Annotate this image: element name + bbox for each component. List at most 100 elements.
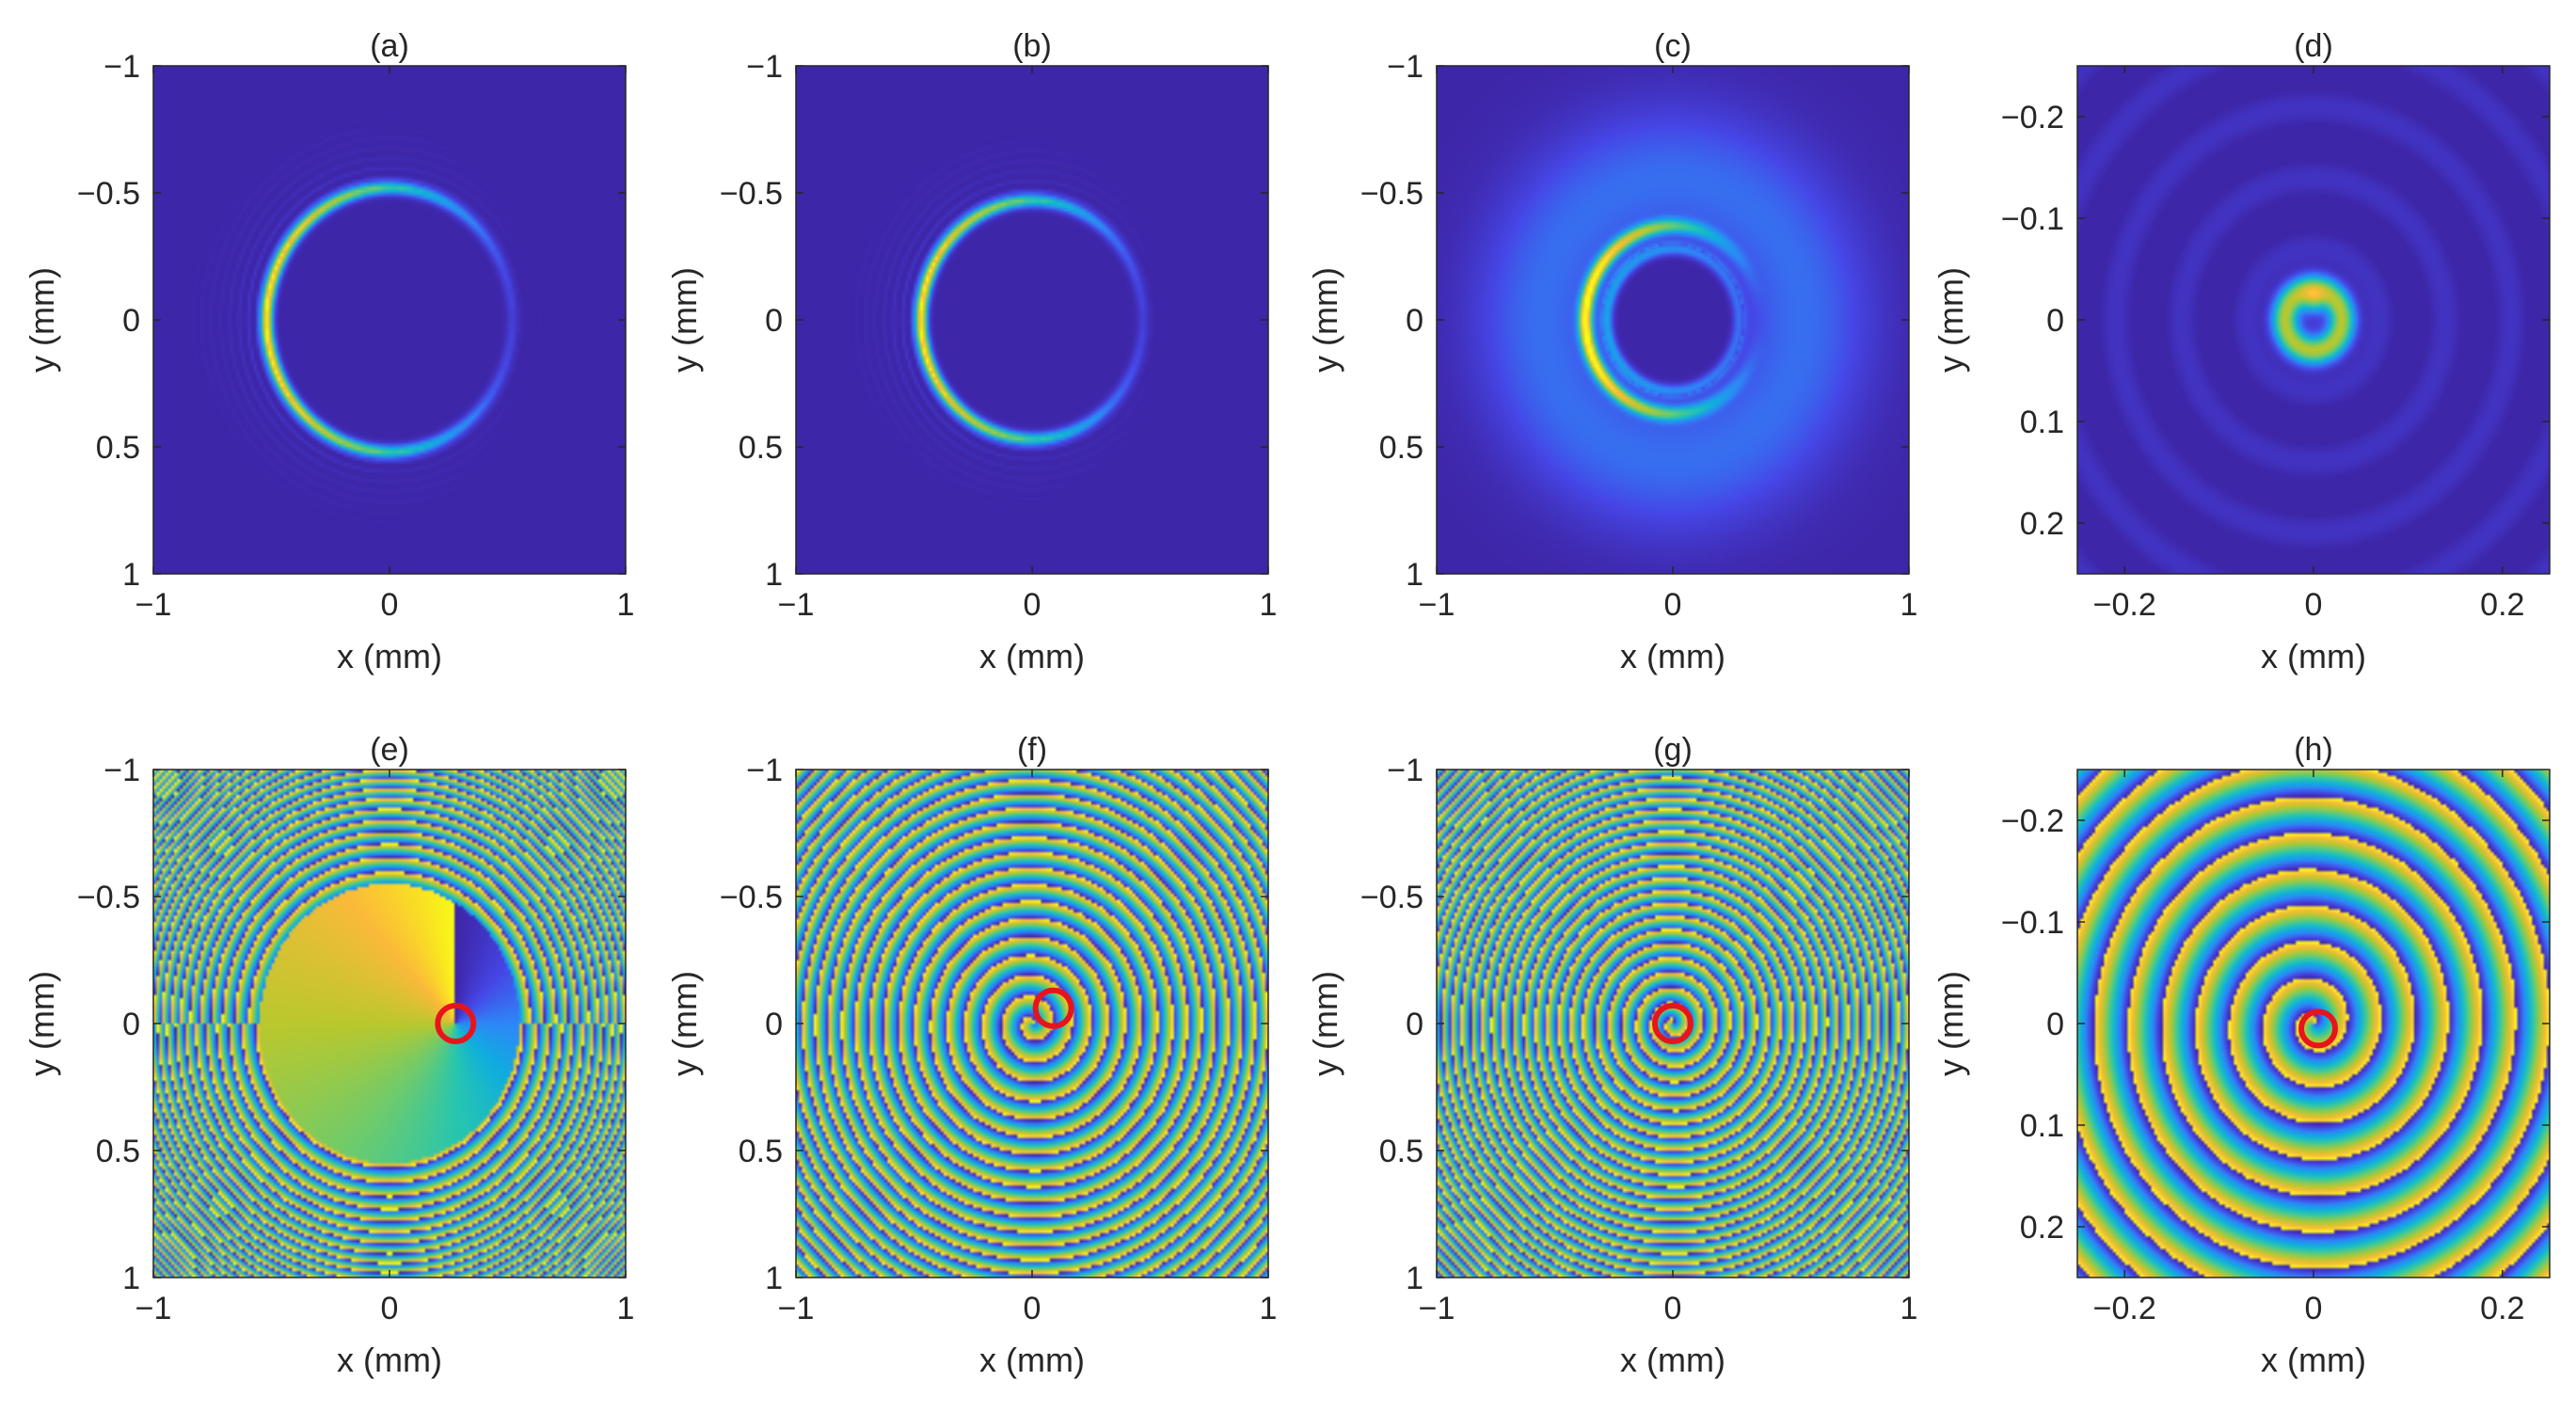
heatmap-image — [796, 770, 1268, 1278]
y-tick-label: 0 — [765, 303, 783, 339]
panel-title: (a) — [370, 28, 409, 64]
x-tick-label: −1 — [1419, 587, 1455, 623]
x-tick-label: −0.2 — [2093, 587, 2156, 623]
y-tick-label: 0.5 — [96, 1134, 140, 1169]
panel-title: (e) — [370, 732, 409, 768]
panel-title: (d) — [2294, 28, 2333, 64]
panel-title: (f) — [1017, 732, 1047, 768]
y-tick-label: −1 — [1387, 753, 1423, 788]
x-tick-label: 1 — [617, 587, 635, 623]
x-tick-label: 0 — [1664, 587, 1682, 623]
y-tick-label: 1 — [122, 1261, 140, 1296]
x-tick-label: −1 — [135, 1291, 172, 1326]
x-tick-label: 1 — [1260, 1291, 1278, 1326]
x-tick-label: 1 — [1260, 587, 1278, 623]
vortex-marker — [2298, 1008, 2339, 1049]
y-tick-label: −1 — [746, 753, 783, 788]
panel-h: −0.2 0 0.2 −0.2 −0.1 0 0.1 0.2 (h) x (mm) y (mm) — [1932, 732, 2551, 1379]
y-axis-label: y (mm) — [1932, 971, 1970, 1076]
x-tick-label: −1 — [778, 1291, 815, 1326]
x-tick-label: 0 — [381, 587, 399, 623]
panel-title: (h) — [2294, 732, 2333, 768]
heatmap-image — [1437, 66, 1909, 574]
y-tick-label: 0.2 — [2020, 506, 2064, 542]
vortex-marker — [1652, 1003, 1693, 1044]
heatmap-image — [2077, 66, 2550, 574]
y-tick-label: −1 — [103, 753, 140, 788]
y-axis-label: y (mm) — [665, 971, 704, 1076]
panel-title: (g) — [1653, 732, 1693, 768]
y-tick-label: −1 — [746, 49, 783, 85]
y-tick-label: −0.5 — [720, 176, 783, 212]
y-tick-label: −0.2 — [2001, 100, 2064, 135]
y-tick-label: 0.5 — [1379, 430, 1423, 466]
y-tick-label: 1 — [765, 1261, 783, 1296]
y-tick-label: −0.5 — [720, 880, 783, 915]
y-tick-label: 0.2 — [2020, 1210, 2064, 1246]
x-tick-label: 0 — [2305, 1291, 2323, 1326]
x-tick-label: −1 — [135, 587, 172, 623]
y-tick-label: 1 — [765, 557, 783, 593]
heatmap-image — [153, 66, 626, 574]
y-tick-label: 0 — [765, 1007, 783, 1042]
y-tick-label: 0 — [2046, 1007, 2064, 1042]
y-tick-label: −0.2 — [2001, 803, 2064, 839]
vortex-marker — [1032, 987, 1074, 1029]
x-tick-label: 0 — [1024, 1291, 1042, 1326]
x-tick-label: −1 — [778, 587, 815, 623]
y-tick-label: 1 — [1406, 1261, 1423, 1296]
y-tick-label: −0.1 — [2001, 905, 2064, 941]
y-tick-label: 0.1 — [2020, 1108, 2064, 1144]
x-tick-label: 0 — [381, 1291, 399, 1326]
y-tick-label: 0 — [2046, 303, 2064, 339]
x-tick-label: 1 — [1900, 587, 1918, 623]
heatmap-image — [153, 770, 626, 1278]
y-tick-label: 0.1 — [2020, 405, 2064, 440]
panel-b: −1 0 1−1−0.500.51(b)x (mm)y (mm) — [665, 28, 1277, 675]
y-axis-label: y (mm) — [23, 971, 61, 1076]
y-tick-label: 0.5 — [739, 430, 783, 466]
x-tick-label: −0.2 — [2093, 1291, 2156, 1326]
panel-c: −1 0 1−1−0.500.51(c)x (mm)y (mm) — [1306, 28, 1917, 675]
y-tick-label: −0.5 — [77, 176, 140, 212]
panel-title: (c) — [1654, 28, 1692, 64]
y-axis-label: y (mm) — [23, 267, 61, 373]
y-tick-label: −0.1 — [2001, 201, 2064, 237]
vortex-marker — [435, 1003, 477, 1044]
y-tick-label: 0 — [1406, 1007, 1423, 1042]
heatmap-image — [2077, 770, 2550, 1278]
y-tick-label: −0.5 — [77, 880, 140, 915]
x-axis-label: x (mm) — [337, 637, 442, 675]
y-axis-label: y (mm) — [665, 267, 704, 373]
panel-e: −1 0 1−1−0.500.51(e)x (mm)y (mm) — [23, 732, 634, 1379]
heatmap-image — [796, 66, 1268, 574]
y-tick-label: 0.5 — [1379, 1134, 1423, 1169]
x-axis-label: x (mm) — [2261, 1341, 2366, 1379]
panel-a: −1 0 1−1−0.500.51(a)x (mm)y (mm) — [23, 28, 634, 675]
x-axis-label: x (mm) — [2261, 637, 2366, 675]
panel-f: −1 0 1−1−0.500.51(f)x (mm)y (mm) — [665, 732, 1277, 1379]
y-axis-label: y (mm) — [1306, 267, 1344, 373]
x-tick-label: 0 — [2305, 587, 2323, 623]
y-tick-label: 0.5 — [96, 430, 140, 466]
panel-title: (b) — [1012, 28, 1052, 64]
y-tick-label: −0.5 — [1360, 880, 1423, 915]
x-axis-label: x (mm) — [1620, 1341, 1725, 1379]
x-tick-label: 0.2 — [2480, 587, 2524, 623]
x-tick-label: 0 — [1664, 1291, 1682, 1326]
y-tick-label: 0 — [1406, 303, 1423, 339]
y-tick-label: 1 — [1406, 557, 1423, 593]
y-tick-label: 0 — [122, 303, 140, 339]
x-axis-label: x (mm) — [979, 637, 1085, 675]
x-tick-label: 1 — [617, 1291, 635, 1326]
y-tick-label: 0 — [122, 1007, 140, 1042]
x-tick-label: −1 — [1419, 1291, 1455, 1326]
panel-g: −1 0 1−1−0.500.51(g)x (mm)y (mm) — [1306, 732, 1917, 1379]
x-tick-label: 0 — [1024, 587, 1042, 623]
y-axis-label: y (mm) — [1306, 971, 1344, 1076]
x-axis-label: x (mm) — [979, 1341, 1085, 1379]
y-tick-label: 0.5 — [739, 1134, 783, 1169]
y-axis-label: y (mm) — [1932, 267, 1970, 373]
y-tick-label: −1 — [1387, 49, 1423, 85]
y-tick-label: −1 — [103, 49, 140, 85]
